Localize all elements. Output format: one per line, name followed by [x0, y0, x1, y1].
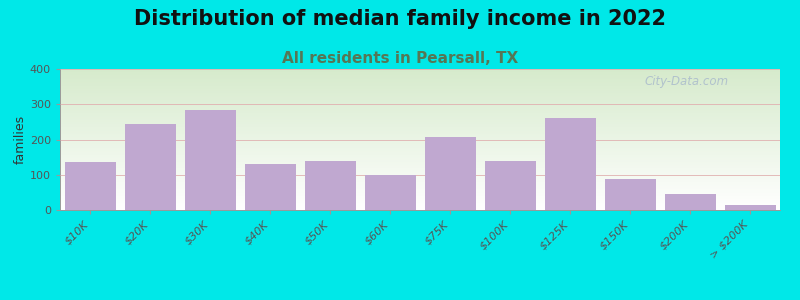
Bar	[605, 179, 655, 210]
Bar	[305, 161, 355, 210]
Bar	[185, 110, 235, 210]
Text: City-Data.com: City-Data.com	[644, 75, 729, 88]
Text: Distribution of median family income in 2022: Distribution of median family income in …	[134, 9, 666, 29]
Bar	[245, 164, 295, 210]
Bar	[665, 194, 715, 210]
Y-axis label: families: families	[14, 115, 27, 164]
Bar	[125, 124, 175, 210]
Bar	[725, 206, 775, 210]
Text: All residents in Pearsall, TX: All residents in Pearsall, TX	[282, 51, 518, 66]
Bar	[425, 137, 475, 210]
Bar	[365, 176, 415, 210]
Bar	[485, 161, 535, 210]
Bar	[545, 118, 595, 210]
Bar	[65, 162, 115, 210]
